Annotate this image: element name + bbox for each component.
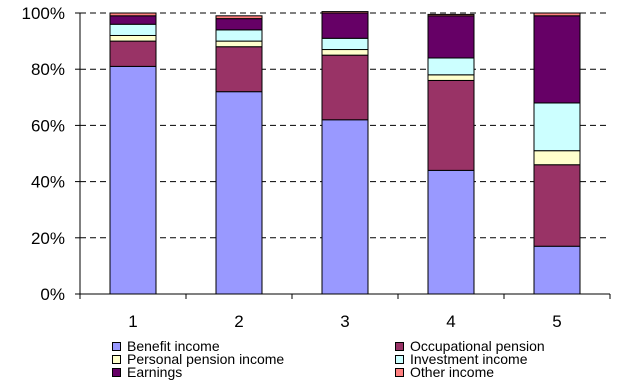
bar-segment [109,65,157,295]
x-tick-label: 3 [340,312,349,331]
x-tick-labels: 1 2 3 4 5 [128,312,561,331]
bar-segment [321,54,369,121]
bar-segment [215,29,263,42]
bar-segment [533,102,581,152]
y-tick-labels: 0% 20% 40% 60% 80% 100% [22,4,65,304]
y-tick-label: 0% [40,285,65,304]
bar-segment [321,37,369,51]
bar-segment [427,169,475,295]
bar-segment [533,245,581,295]
bar-segment [427,74,475,81]
bar-segment [215,91,263,295]
x-tick-label: 5 [552,312,561,331]
y-tick-label: 100% [22,4,65,23]
bar-segment [427,15,475,59]
bar-series [109,11,581,295]
bar-segment [427,13,475,17]
bar-segment [427,57,475,76]
bar-segment [109,40,157,67]
x-tick-label: 4 [446,312,455,331]
bar-segment [215,15,263,20]
bar-segment [109,23,157,36]
bar-segment [427,79,475,171]
bar-segment [533,12,581,17]
bar-segment [109,12,157,17]
bar-segment [533,150,581,166]
y-tick-label: 40% [31,173,65,192]
bar-segment [321,11,369,14]
bar-segment [215,18,263,31]
bar-segment [321,49,369,56]
y-tick-label: 20% [31,229,65,248]
y-tick-label: 80% [31,60,65,79]
bar-segment [533,164,581,247]
y-tick-label: 60% [31,116,65,135]
bar-segment [533,15,581,104]
bar-segment [215,40,263,48]
bar-segment [215,46,263,93]
x-tick-label: 2 [234,312,243,331]
bar-segment [109,34,157,42]
bar-segment [321,119,369,295]
x-tick-label: 1 [128,312,137,331]
bar-segment [321,12,369,39]
axes [75,12,611,299]
bar-segment [109,15,157,25]
